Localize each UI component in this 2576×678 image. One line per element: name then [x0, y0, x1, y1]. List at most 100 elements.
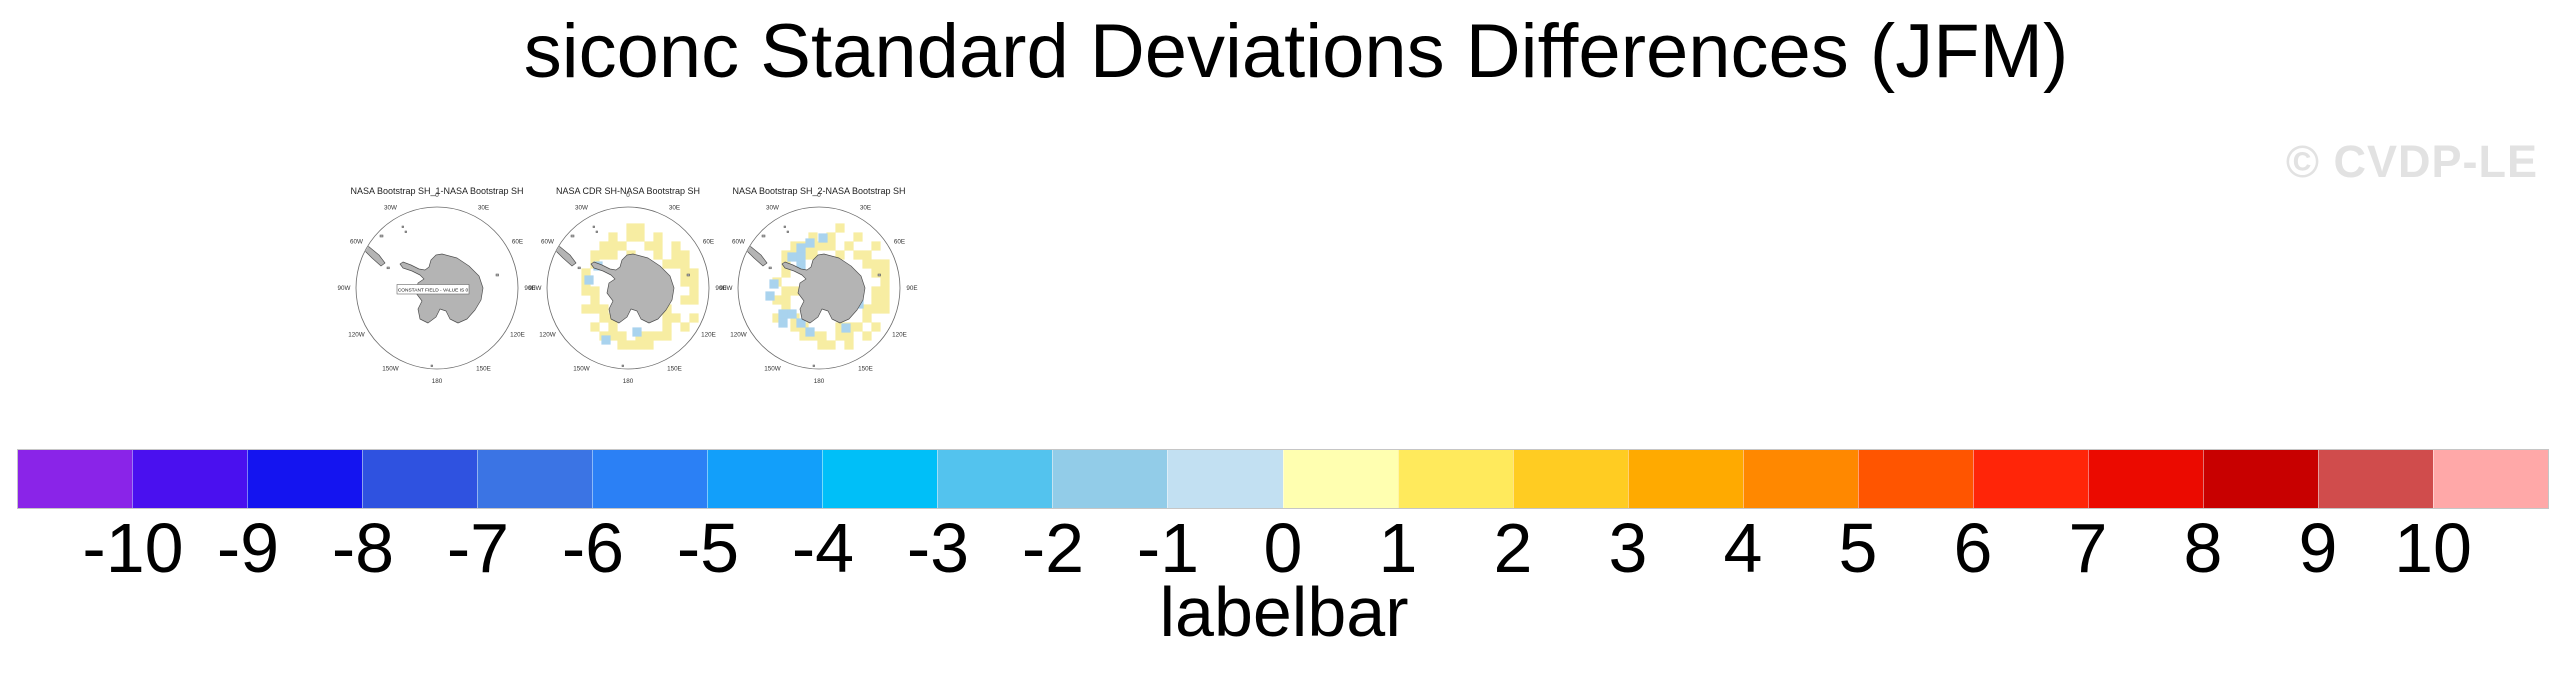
antarctica	[590, 253, 675, 324]
diff-cell-yellow	[871, 304, 881, 314]
map-panel-2: NASA Bootstrap SH_2-NASA Bootstrap SH0 30…	[720, 186, 918, 385]
diff-cell-blue	[796, 318, 806, 328]
diff-cell-yellow	[590, 286, 600, 296]
diff-cell-yellow	[590, 295, 600, 305]
diff-cell-yellow	[853, 250, 863, 260]
lon-label: 30W	[575, 205, 588, 212]
diff-cell-yellow	[626, 223, 636, 233]
diff-cell-yellow	[635, 232, 645, 242]
diff-cell-yellow	[644, 340, 654, 350]
colorbar-box-9	[1052, 450, 1168, 508]
diff-cell-yellow	[871, 322, 881, 332]
diff-cell-yellow	[880, 295, 890, 305]
diff-cell-yellow	[871, 259, 881, 269]
diff-cell-yellow	[817, 241, 827, 251]
small-island	[430, 364, 433, 367]
colorbar-box-18	[2087, 450, 2203, 508]
colorbar-tick: 6	[1953, 509, 1993, 587]
diff-cell-yellow	[653, 250, 663, 260]
diff-cell-yellow	[671, 241, 681, 251]
diff-cell-yellow	[680, 277, 690, 287]
diff-cell-blue	[796, 261, 806, 271]
colorbar-tick: -5	[676, 509, 740, 587]
diff-cell-yellow	[844, 331, 854, 341]
diff-cell-yellow	[689, 277, 699, 287]
lon-label: 150W	[382, 366, 399, 373]
lon-label: 30W	[766, 205, 779, 212]
diff-cell-blue	[584, 275, 594, 285]
lon-label: 30E	[669, 205, 680, 212]
page-title: siconc Standard Deviations Differences (…	[523, 9, 2069, 94]
map-panel-1: NASA CDR SH-NASA Bootstrap SH0 30E 60E 90E 1…	[529, 186, 727, 385]
diff-cell-yellow	[635, 340, 645, 350]
diff-cell-yellow	[781, 295, 791, 305]
small-island	[570, 234, 575, 238]
colorbar-tick: 0	[1263, 509, 1303, 587]
diff-cell-blue	[632, 327, 642, 337]
diff-cell-yellow	[772, 295, 782, 305]
new-zealand-north	[688, 339, 697, 350]
cvdp-watermark: © CVDP-LE	[2285, 136, 2538, 187]
diff-cell-yellow	[871, 268, 881, 278]
diff-cell-yellow	[599, 250, 609, 260]
diff-cell-yellow	[680, 322, 690, 332]
lon-label: 30E	[478, 205, 489, 212]
diff-cell-yellow	[880, 268, 890, 278]
colorbar-tick: 8	[2183, 509, 2223, 587]
diff-cell-yellow	[853, 232, 863, 242]
new-zealand-south	[489, 350, 501, 366]
diff-cell-yellow	[671, 313, 681, 323]
small-island	[812, 364, 815, 367]
new-zealand-north	[879, 339, 888, 350]
colorbar-box-6	[707, 450, 823, 508]
new-zealand-south	[871, 350, 883, 366]
diff-cell-yellow	[662, 313, 672, 323]
small-island	[577, 266, 581, 270]
diff-cell-blue	[818, 233, 828, 243]
diff-cell-blue	[778, 309, 788, 319]
diff-cell-yellow	[617, 241, 627, 251]
diff-cell-yellow	[626, 340, 636, 350]
diff-cell-yellow	[817, 340, 827, 350]
new-zealand-south	[680, 350, 692, 366]
small-island	[768, 266, 772, 270]
diff-cell-yellow	[626, 232, 636, 242]
diff-cell-blue	[769, 279, 779, 289]
diff-cell-yellow	[662, 331, 672, 341]
colorbar-box-3	[362, 450, 478, 508]
small-island	[621, 364, 624, 367]
colorbar-tick: 5	[1838, 509, 1878, 587]
diff-cell-yellow	[862, 259, 872, 269]
map-panel-0: NASA Bootstrap SH_1-NASA Bootstrap SH CON…	[338, 186, 536, 385]
colorbar-tick: 2	[1493, 509, 1533, 587]
colorbar-box-16	[1857, 450, 1973, 508]
diff-cell-blue	[787, 252, 797, 262]
colorbar-tick: 4	[1723, 509, 1763, 587]
diff-cell-yellow	[862, 331, 872, 341]
diff-cell-yellow	[880, 286, 890, 296]
diff-cell-yellow	[808, 232, 818, 242]
colorbar-tick: -9	[216, 509, 280, 587]
diff-cell-yellow	[781, 286, 791, 296]
diff-cell-yellow	[835, 250, 845, 260]
lon-label: 0	[817, 192, 821, 199]
diff-cell-yellow	[790, 241, 800, 251]
diff-cell-yellow	[653, 232, 663, 242]
small-island	[595, 230, 598, 233]
diff-cell-yellow	[590, 304, 600, 314]
diff-cell-yellow	[653, 241, 663, 251]
diff-cell-yellow	[689, 295, 699, 305]
map-title: NASA CDR SH-NASA Bootstrap SH	[556, 186, 700, 196]
small-island	[877, 273, 881, 277]
lon-label: 60E	[703, 239, 714, 246]
diff-cell-yellow	[581, 268, 591, 278]
lon-label: 30E	[860, 205, 871, 212]
lon-label: 150E	[858, 366, 873, 373]
lon-label: 90E	[524, 285, 535, 292]
diff-cell-yellow	[608, 322, 618, 332]
lon-label: 90W	[720, 285, 733, 292]
lon-label: 180	[814, 378, 825, 385]
diff-cell-yellow	[599, 241, 609, 251]
diff-cell-yellow	[662, 259, 672, 269]
